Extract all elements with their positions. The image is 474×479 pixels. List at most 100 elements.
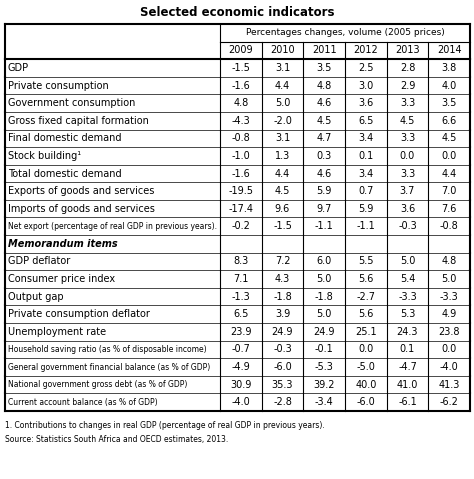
Text: -5.3: -5.3 [315, 362, 334, 372]
Text: 4.9: 4.9 [442, 309, 457, 319]
Text: Exports of goods and services: Exports of goods and services [8, 186, 155, 196]
Text: -6.0: -6.0 [273, 362, 292, 372]
Text: 9.7: 9.7 [317, 204, 332, 214]
Text: Current account balance (as % of GDP): Current account balance (as % of GDP) [8, 398, 158, 407]
Text: 5.5: 5.5 [358, 256, 374, 266]
Text: General government financial balance (as % of GDP): General government financial balance (as… [8, 363, 210, 372]
Text: 3.9: 3.9 [275, 309, 290, 319]
Text: 4.4: 4.4 [442, 169, 457, 179]
Text: -0.3: -0.3 [273, 344, 292, 354]
Text: Imports of goods and services: Imports of goods and services [8, 204, 155, 214]
Text: -6.1: -6.1 [398, 397, 417, 407]
Text: 1. Contributions to changes in real GDP (percentage of real GDP in previous year: 1. Contributions to changes in real GDP … [5, 421, 325, 430]
Bar [5, 129, 470, 147]
Bar [5, 200, 470, 217]
Text: Memorandum items: Memorandum items [8, 239, 118, 249]
Text: 1.3: 1.3 [275, 151, 290, 161]
Text: 2.9: 2.9 [400, 80, 415, 91]
Text: Source: Statistics South Africa and OECD estimates, 2013.: Source: Statistics South Africa and OECD… [5, 435, 228, 444]
Text: 4.3: 4.3 [275, 274, 290, 284]
Text: Final domestic demand: Final domestic demand [8, 133, 121, 143]
Text: Net export (percentage of real GDP in previous years).: Net export (percentage of real GDP in pr… [8, 222, 217, 231]
Bar [5, 217, 470, 235]
Text: -4.9: -4.9 [231, 362, 250, 372]
Text: 4.5: 4.5 [317, 116, 332, 126]
Text: -2.0: -2.0 [273, 116, 292, 126]
Bar [5, 235, 470, 253]
Text: National government gross debt (as % of GDP): National government gross debt (as % of … [8, 380, 187, 389]
Text: -0.2: -0.2 [231, 221, 250, 231]
Text: 0.1: 0.1 [400, 344, 415, 354]
Text: 8.3: 8.3 [233, 256, 248, 266]
Text: Government consumption: Government consumption [8, 98, 136, 108]
Text: 4.6: 4.6 [317, 169, 332, 179]
Text: GDP deflator: GDP deflator [8, 256, 70, 266]
Text: Percentages changes, volume (2005 prices): Percentages changes, volume (2005 prices… [246, 28, 444, 37]
Text: 5.4: 5.4 [400, 274, 415, 284]
Text: 23.9: 23.9 [230, 327, 252, 337]
Text: 7.2: 7.2 [275, 256, 290, 266]
Text: -4.0: -4.0 [231, 397, 250, 407]
Text: -3.4: -3.4 [315, 397, 334, 407]
Text: 35.3: 35.3 [272, 380, 293, 389]
Text: 3.3: 3.3 [400, 98, 415, 108]
Text: 2.8: 2.8 [400, 63, 415, 73]
Text: 5.9: 5.9 [317, 186, 332, 196]
Text: 3.6: 3.6 [358, 98, 374, 108]
Text: 4.4: 4.4 [275, 80, 290, 91]
Text: 23.8: 23.8 [438, 327, 460, 337]
Bar [5, 270, 470, 288]
Text: -1.1: -1.1 [356, 221, 375, 231]
Text: -6.2: -6.2 [440, 397, 459, 407]
Text: 0.7: 0.7 [358, 186, 374, 196]
Text: -1.3: -1.3 [231, 292, 250, 302]
Text: 4.6: 4.6 [317, 98, 332, 108]
Text: -1.5: -1.5 [273, 221, 292, 231]
Text: -19.5: -19.5 [228, 186, 253, 196]
Text: 5.6: 5.6 [358, 274, 374, 284]
Text: 0.0: 0.0 [442, 344, 457, 354]
Text: 39.2: 39.2 [313, 380, 335, 389]
Text: 5.0: 5.0 [317, 309, 332, 319]
Text: -1.6: -1.6 [231, 80, 250, 91]
Text: 2010: 2010 [270, 46, 295, 56]
Text: -2.8: -2.8 [273, 397, 292, 407]
Bar [5, 393, 470, 411]
Text: 3.0: 3.0 [358, 80, 374, 91]
Text: 6.0: 6.0 [317, 256, 332, 266]
Text: 25.1: 25.1 [355, 327, 377, 337]
Text: -4.0: -4.0 [440, 362, 458, 372]
Text: -6.0: -6.0 [356, 397, 375, 407]
Text: 0.3: 0.3 [317, 151, 332, 161]
Bar [5, 182, 470, 200]
Text: 3.1: 3.1 [275, 133, 290, 143]
Text: GDP: GDP [8, 63, 29, 73]
Text: -0.8: -0.8 [231, 133, 250, 143]
Text: Private consumption: Private consumption [8, 80, 109, 91]
Text: -5.0: -5.0 [356, 362, 375, 372]
Text: 24.9: 24.9 [272, 327, 293, 337]
Text: 3.4: 3.4 [358, 133, 374, 143]
Text: 3.3: 3.3 [400, 133, 415, 143]
Bar [5, 59, 470, 77]
Text: Selected economic indicators: Selected economic indicators [140, 5, 335, 19]
Text: -17.4: -17.4 [228, 204, 253, 214]
Text: -1.0: -1.0 [231, 151, 250, 161]
Text: 7.1: 7.1 [233, 274, 248, 284]
Text: 5.9: 5.9 [358, 204, 374, 214]
Text: 4.5: 4.5 [400, 116, 415, 126]
Text: 7.0: 7.0 [441, 186, 457, 196]
Text: 41.0: 41.0 [397, 380, 418, 389]
Text: -4.7: -4.7 [398, 362, 417, 372]
Text: Total domestic demand: Total domestic demand [8, 169, 122, 179]
Text: 4.8: 4.8 [442, 256, 457, 266]
Bar [5, 288, 470, 306]
Bar [5, 306, 470, 323]
Text: Household saving ratio (as % of disposable income): Household saving ratio (as % of disposab… [8, 345, 207, 354]
Text: Unemployment rate: Unemployment rate [8, 327, 106, 337]
Text: -1.1: -1.1 [315, 221, 334, 231]
Text: -1.8: -1.8 [315, 292, 334, 302]
Text: 4.8: 4.8 [233, 98, 248, 108]
Text: 2.5: 2.5 [358, 63, 374, 73]
Text: 0.1: 0.1 [358, 151, 374, 161]
